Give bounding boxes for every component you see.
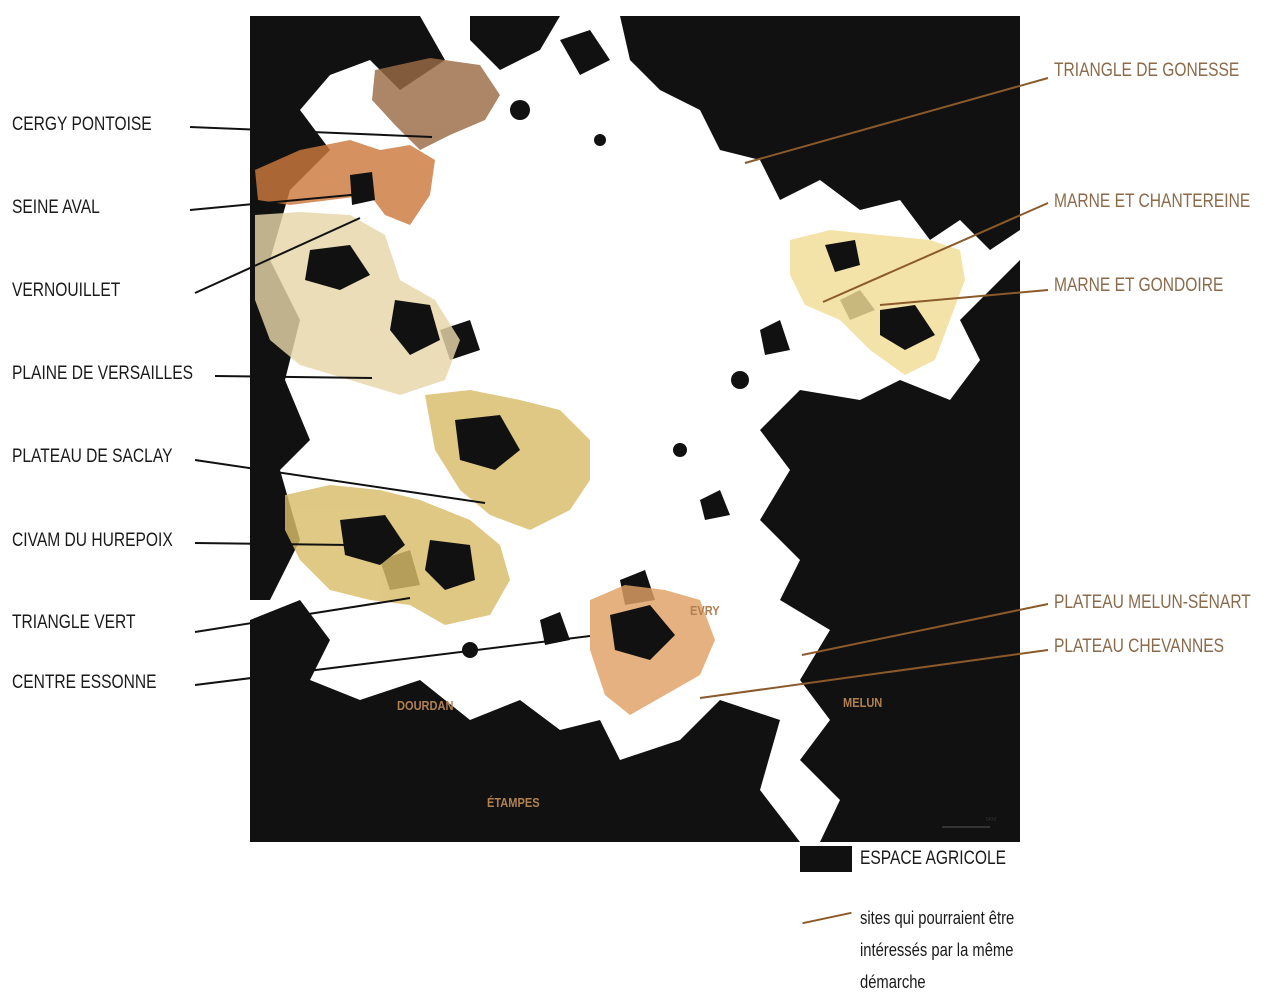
- site-seine-aval: [255, 140, 435, 225]
- label-centre-essonne: CENTRE ESSONNE: [12, 672, 157, 693]
- label-marne-et-gondoire: MARNE ET GONDOIRE: [1054, 275, 1224, 296]
- site-fragments: [305, 172, 935, 660]
- town-dourdan: DOURDAN: [397, 698, 454, 713]
- town-etampes: ÉTAMPES: [487, 795, 540, 810]
- label-civam-du-hurepoix: CIVAM DU HUREPOIX: [12, 530, 173, 551]
- town-melun: MELUN: [843, 695, 883, 710]
- label-plateau-de-saclay: PLATEAU DE SACLAY: [12, 446, 173, 467]
- label-plateau-melun-senart: PLATEAU MELUN-SÉNART: [1054, 592, 1251, 613]
- town-evry: EVRY: [690, 603, 720, 618]
- site-cergy-pontoise: [372, 58, 500, 150]
- label-plaine-de-versailles: PLAINE DE VERSAILLES: [12, 363, 193, 384]
- scale-label: 5KM: [986, 817, 997, 823]
- label-plateau-chevannes: PLATEAU CHEVANNES: [1054, 636, 1224, 657]
- legend-agri-swatch: [800, 846, 852, 872]
- legend-sites-label: sites qui pourraient être intéressés par…: [860, 908, 1015, 992]
- label-cergy-pontoise: CERGY PONTOISE: [12, 114, 152, 135]
- label-marne-et-chantereine: MARNE ET CHANTEREINE: [1054, 191, 1251, 212]
- label-triangle-de-gonesse: TRIANGLE DE GONESSE: [1054, 60, 1240, 81]
- leaders-right: [699, 77, 1049, 699]
- label-vernouillet: VERNOUILLET: [12, 280, 121, 301]
- label-seine-aval: SEINE AVAL: [12, 197, 100, 218]
- label-triangle-vert: TRIANGLE VERT: [12, 612, 136, 633]
- legend-agri-label: ESPACE AGRICOLE: [860, 848, 1007, 869]
- leaders-left: [189, 126, 591, 686]
